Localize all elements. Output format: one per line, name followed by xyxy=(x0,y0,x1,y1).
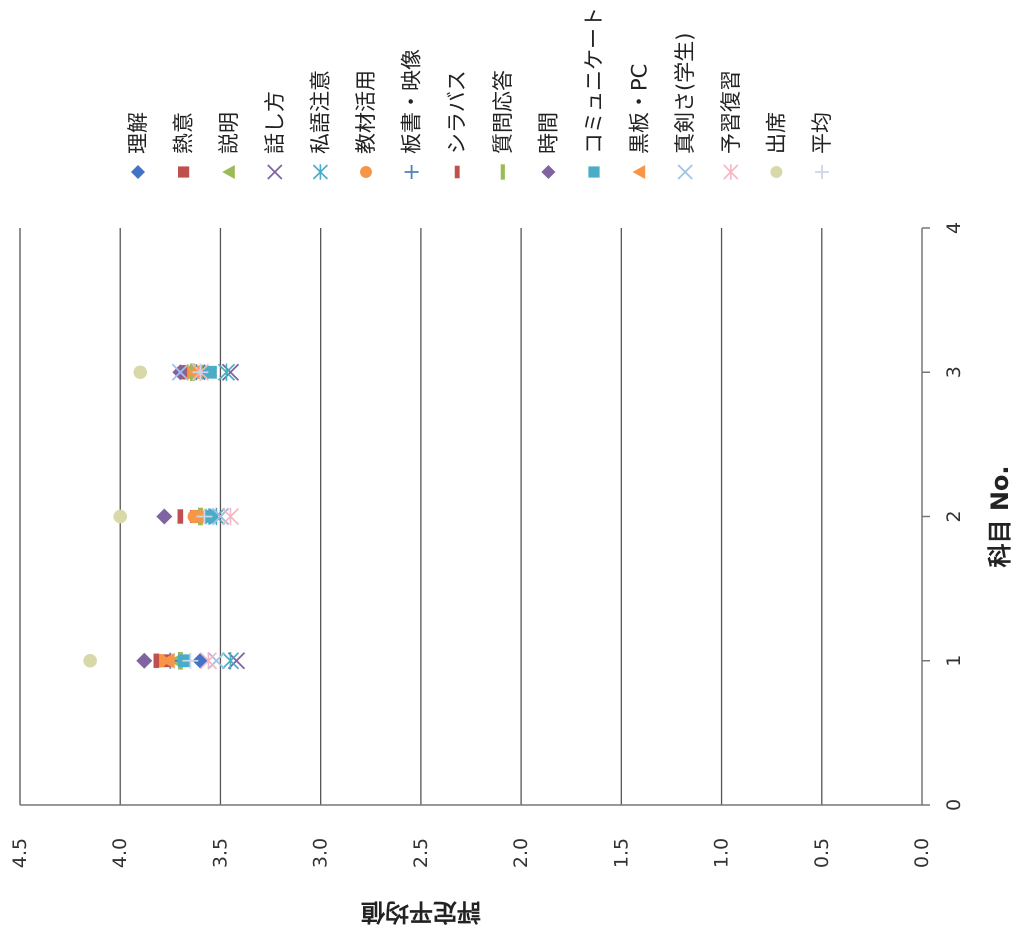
data-point xyxy=(160,652,175,669)
data-point xyxy=(196,508,213,525)
legend-label: 理解 xyxy=(126,112,150,154)
y-tick-label: 3.0 xyxy=(310,838,332,868)
y-tick-label: 3.5 xyxy=(209,838,231,868)
x-tick-label: 2 xyxy=(943,510,965,522)
legend-entry: 理解 xyxy=(126,112,150,179)
data-point xyxy=(153,653,160,668)
legend-marker xyxy=(404,165,419,179)
legend-marker xyxy=(500,164,505,180)
x-axis-title: 科目 No. xyxy=(986,465,1012,567)
legend-label: 時間 xyxy=(536,112,560,154)
legend-entry: 板書・映像 xyxy=(400,49,424,179)
legend-entry: 質問応答 xyxy=(491,70,515,180)
legend-label: 出席 xyxy=(764,112,788,154)
legend-entry: 出席 xyxy=(764,112,788,178)
legend-marker xyxy=(723,164,739,180)
legend-label: 説明 xyxy=(217,112,241,154)
legend-label: 真剣さ(学生) xyxy=(673,33,697,154)
y-tick-label: 4.0 xyxy=(109,838,131,868)
legend-entry: 黒板・PC xyxy=(628,64,652,179)
data-point xyxy=(177,509,184,524)
data-point xyxy=(133,365,148,380)
y-tick-label: 2.5 xyxy=(410,838,432,868)
y-tick-label: 0.5 xyxy=(811,838,833,868)
legend-marker xyxy=(360,166,372,178)
data-points xyxy=(83,363,246,670)
legend-entry: 説明 xyxy=(217,112,241,179)
legend-marker xyxy=(312,164,328,180)
legend-label: 教材活用 xyxy=(354,70,378,154)
y-tick-label: 1.5 xyxy=(610,838,632,868)
data-point xyxy=(188,508,203,525)
legend-marker xyxy=(541,165,556,179)
legend-marker xyxy=(677,164,693,180)
legend-label: 私語注意 xyxy=(308,70,332,154)
data-point xyxy=(221,363,240,381)
legend-entry: コミュニケート xyxy=(582,7,606,178)
legend-marker xyxy=(267,164,283,180)
x-tick-label: 0 xyxy=(943,799,965,811)
legend-entry: 熱意 xyxy=(172,112,196,178)
legend-entry: 平均 xyxy=(810,112,834,179)
legend-label: 話し方 xyxy=(263,91,287,154)
axes: 0.0 0.5 1.0 1.5 2.0 2.5 3.0 3.5 4.0 4.5 0 1 2 3 4 xyxy=(9,222,965,868)
data-point xyxy=(171,363,189,381)
y-tick-label: 1.0 xyxy=(711,838,733,868)
legend-marker xyxy=(770,166,783,178)
data-point xyxy=(221,651,240,670)
legend-entry: 予習復習 xyxy=(719,70,743,180)
legend-label: 平均 xyxy=(810,112,834,154)
legend-entry: 私語注意 xyxy=(308,70,332,180)
data-point xyxy=(156,508,173,525)
legend-entry: 話し方 xyxy=(263,91,287,180)
data-point xyxy=(217,363,236,382)
data-point xyxy=(182,652,199,669)
y-axis-title: 評定平均値 xyxy=(361,898,481,926)
y-tick-label: 0.0 xyxy=(911,838,933,868)
legend-marker xyxy=(632,165,646,179)
data-point xyxy=(83,653,97,668)
legend-label: 板書・映像 xyxy=(400,49,424,154)
data-point xyxy=(199,651,217,670)
legend-label: 熱意 xyxy=(172,112,196,154)
legend-marker xyxy=(178,166,190,178)
legend-label: 予習復習 xyxy=(719,70,743,154)
data-point xyxy=(221,507,240,526)
x-tick-label: 4 xyxy=(943,222,965,234)
legend-entry: シラバス xyxy=(445,70,469,179)
x-tick-label: 1 xyxy=(943,655,965,667)
legend: 理解 熱意 説明 話し方 私語注意 教材活用 板書・映像 シラバス 質問応答 時間 コミュニケート黒… xyxy=(126,7,834,180)
y-tick-label: 2.0 xyxy=(510,838,532,868)
legend-label: シラバス xyxy=(445,70,469,154)
legend-entry: 時間 xyxy=(536,112,560,179)
legend-marker xyxy=(815,165,829,179)
x-tick-label: 3 xyxy=(943,366,965,378)
legend-marker xyxy=(588,166,600,178)
legend-label: 質問応答 xyxy=(491,70,515,154)
legend-entry: 教材活用 xyxy=(354,70,378,178)
legend-label: 黒板・PC xyxy=(628,64,652,154)
legend-marker xyxy=(454,165,460,179)
data-point xyxy=(207,652,226,670)
legend-marker xyxy=(131,165,145,179)
data-point xyxy=(192,364,209,381)
y-tick-label: 4.5 xyxy=(9,838,31,868)
data-point xyxy=(113,509,128,524)
legend-marker xyxy=(222,165,235,179)
legend-entry: 真剣さ(学生) xyxy=(673,33,697,180)
legend-label: コミュニケート xyxy=(582,7,606,154)
data-point xyxy=(204,365,217,379)
gridlines xyxy=(19,228,823,805)
data-point xyxy=(136,652,153,669)
